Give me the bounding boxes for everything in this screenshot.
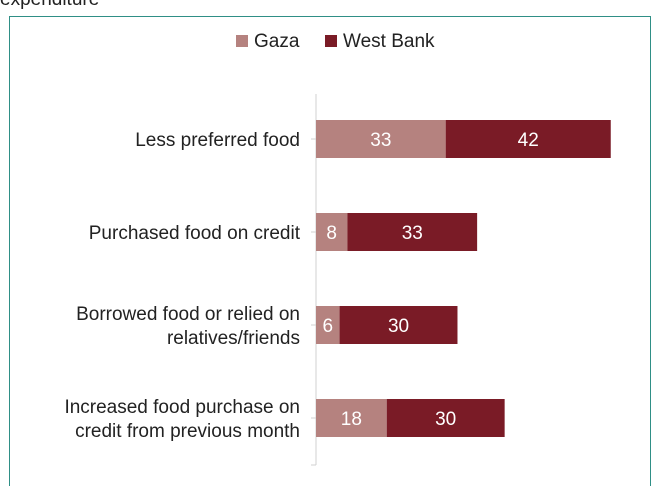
clipped-heading-fragment: expenditure	[0, 0, 99, 13]
legend-swatch-0	[236, 35, 248, 47]
category-label-3-0: Increased food purchase on	[64, 397, 300, 418]
bar-west-bank-2	[339, 306, 458, 344]
category-label-3-1: credit from previous month	[75, 421, 300, 442]
bar-gaza-2	[316, 306, 340, 344]
data-label-west-bank-0: 42	[518, 130, 539, 151]
legend-swatch-1	[325, 35, 337, 47]
bar-west-bank-0	[445, 120, 611, 158]
chart-frame	[9, 16, 651, 486]
data-label-gaza-1: 8	[326, 223, 337, 244]
bar-gaza-3	[316, 399, 387, 437]
bar-west-bank-1	[347, 213, 478, 251]
category-label-1-0: Purchased food on credit	[89, 223, 301, 244]
category-label-0-0: Less preferred food	[135, 130, 300, 151]
data-label-gaza-2: 6	[323, 316, 334, 337]
bar-gaza-0	[316, 120, 446, 158]
data-label-gaza-3: 18	[341, 409, 362, 430]
data-label-west-bank-3: 30	[435, 409, 456, 430]
legend-label-1: West Bank	[343, 31, 435, 52]
data-label-west-bank-2: 30	[388, 316, 409, 337]
category-label-2-0: Borrowed food or relied on	[76, 304, 300, 325]
legend-label-0: Gaza	[254, 31, 300, 52]
data-label-west-bank-1: 33	[402, 223, 423, 244]
category-label-2-1: relatives/friends	[167, 328, 300, 349]
bar-west-bank-3	[386, 399, 505, 437]
data-label-gaza-0: 33	[370, 130, 391, 151]
bar-gaza-1	[316, 213, 348, 251]
